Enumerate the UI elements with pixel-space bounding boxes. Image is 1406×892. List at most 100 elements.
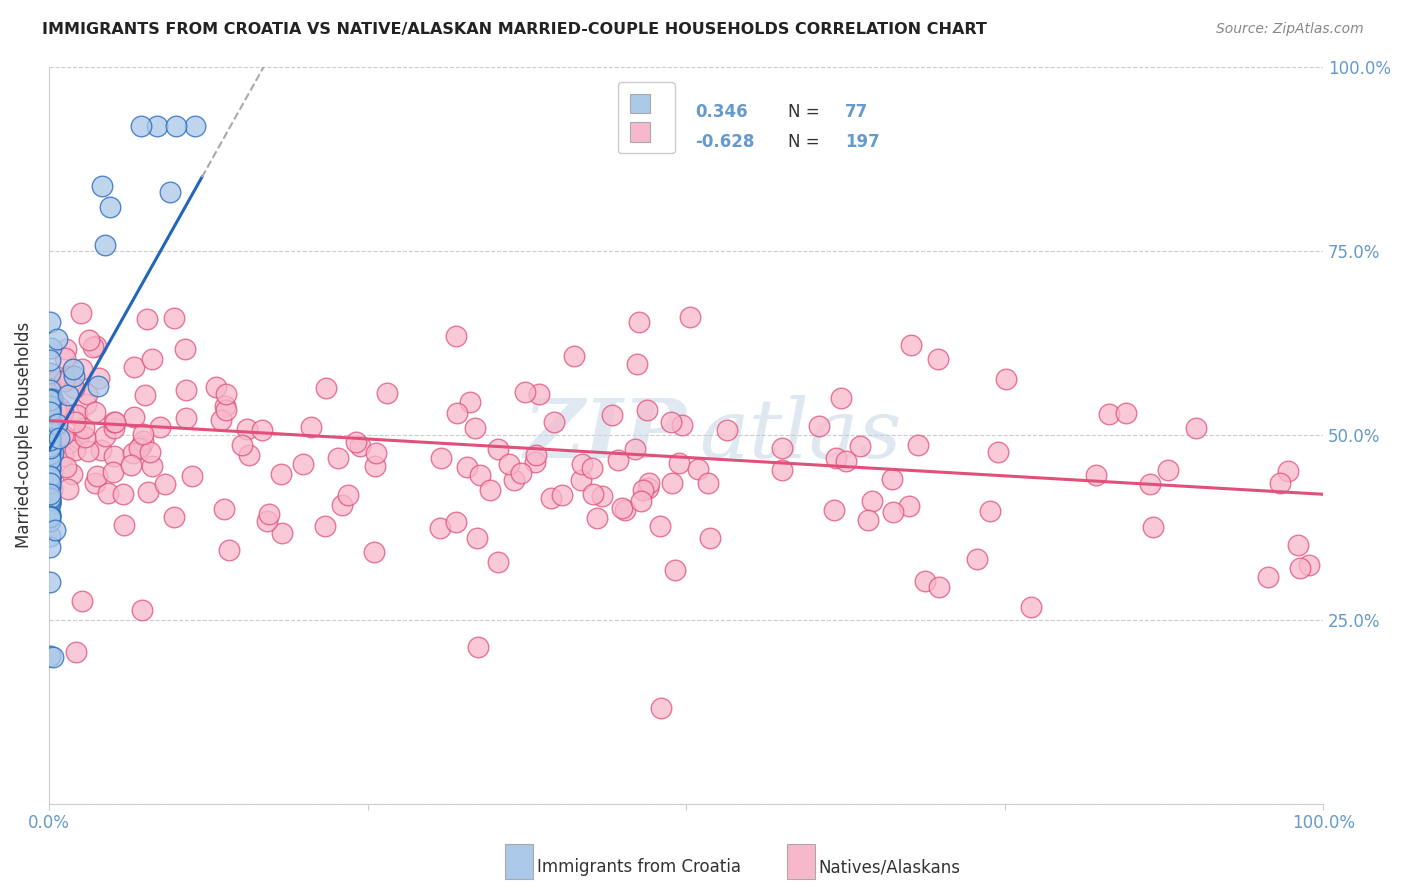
Point [38, 529, 60, 543]
Point [38, 510, 60, 524]
Text: 197: 197 [845, 133, 880, 151]
Point [1098, 407, 1121, 421]
Point [60, 467, 83, 481]
Point [122, 360, 145, 375]
Point [55, 343, 77, 357]
Point [41, 445, 63, 459]
Point [69, 306, 91, 320]
Point [510, 466, 533, 480]
Point [209, 413, 232, 427]
Point [38, 492, 60, 507]
Y-axis label: Married-couple Households: Married-couple Households [15, 322, 32, 549]
Point [659, 415, 682, 429]
Point [299, 419, 322, 434]
Point [75, 397, 97, 411]
Point [120, 458, 142, 472]
Point [38, 452, 60, 467]
Point [53, 374, 76, 388]
Point [41, 392, 63, 407]
Point [38, 439, 60, 453]
Point [486, 555, 509, 569]
Point [128, 441, 150, 455]
Point [551, 488, 574, 502]
Point [238, 448, 260, 462]
Point [39, 341, 62, 355]
Point [131, 603, 153, 617]
Point [38, 435, 60, 450]
Point [44, 523, 66, 537]
Point [38, 459, 60, 474]
Point [897, 499, 920, 513]
Point [38, 476, 60, 491]
Text: IMMIGRANTS FROM CROATIA VS NATIVE/ALASKAN MARRIED-COUPLE HOUSEHOLDS CORRELATION : IMMIGRANTS FROM CROATIA VS NATIVE/ALASKA… [42, 22, 987, 37]
Point [1085, 468, 1108, 483]
Point [87, 379, 110, 393]
Point [38, 442, 60, 456]
Point [39, 418, 62, 433]
Point [45, 374, 67, 388]
Point [38, 404, 60, 418]
Point [1157, 463, 1180, 477]
Point [1286, 538, 1309, 552]
Point [63, 381, 86, 395]
Point [38, 436, 60, 450]
Point [927, 351, 949, 366]
Point [650, 701, 672, 715]
Point [664, 563, 686, 577]
Point [82, 340, 104, 354]
Point [38, 417, 60, 432]
Text: ZIP: ZIP [523, 395, 686, 475]
Point [87, 370, 110, 384]
Point [444, 329, 467, 343]
Point [716, 424, 738, 438]
Point [41, 483, 63, 497]
Point [630, 494, 652, 508]
Point [112, 517, 135, 532]
Point [38, 393, 60, 408]
Point [470, 467, 492, 482]
Point [524, 448, 547, 462]
Point [571, 457, 593, 471]
Point [149, 419, 172, 434]
Point [349, 439, 371, 453]
Point [42, 400, 65, 414]
Point [75, 430, 97, 444]
Point [979, 504, 1001, 518]
Point [928, 580, 950, 594]
Point [987, 445, 1010, 459]
Point [48, 401, 70, 415]
Point [543, 415, 565, 429]
Point [38, 540, 60, 554]
Point [314, 518, 336, 533]
Point [38, 438, 60, 452]
Point [824, 451, 846, 466]
Point [38, 392, 60, 406]
Point [38, 457, 60, 471]
Point [163, 310, 186, 325]
Text: 77: 77 [845, 103, 869, 121]
Point [56, 388, 79, 402]
Point [256, 514, 278, 528]
Point [48, 409, 70, 423]
Point [58, 482, 80, 496]
Point [344, 434, 367, 449]
Point [627, 316, 650, 330]
Point [699, 531, 721, 545]
Point [671, 418, 693, 433]
Point [458, 395, 481, 409]
Point [637, 481, 659, 495]
Point [429, 521, 451, 535]
Point [153, 477, 176, 491]
Point [132, 434, 155, 448]
Point [66, 431, 89, 445]
Point [38, 423, 60, 437]
Point [38, 470, 60, 484]
Point [91, 179, 114, 194]
Point [38, 491, 60, 505]
Point [104, 415, 127, 429]
Point [135, 312, 157, 326]
Point [103, 466, 125, 480]
Point [364, 446, 387, 460]
Point [39, 381, 62, 395]
Point [830, 391, 852, 405]
